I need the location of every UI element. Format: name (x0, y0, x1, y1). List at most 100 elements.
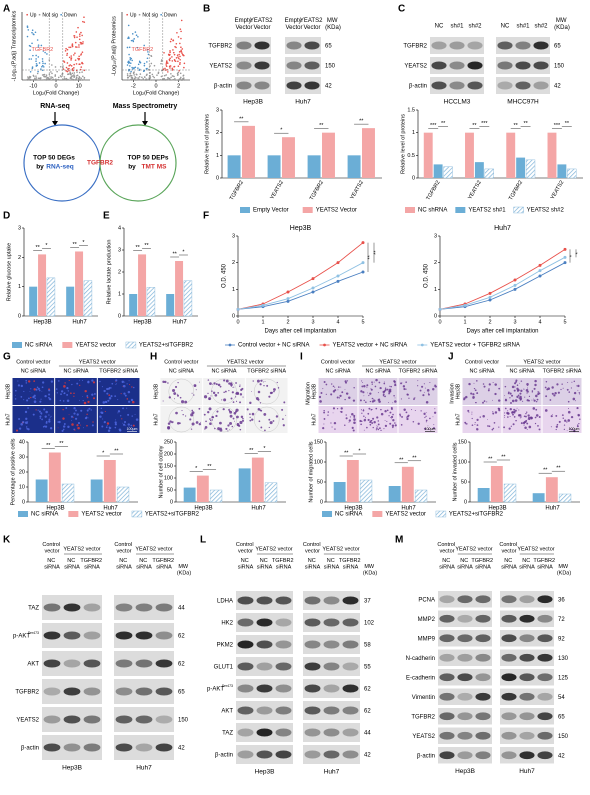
cell (50, 415, 52, 417)
volcano-point (42, 62, 44, 65)
cell (332, 385, 335, 387)
cell (377, 426, 379, 428)
cell (101, 425, 104, 428)
bar (251, 457, 264, 502)
cell (132, 386, 135, 389)
cell (198, 407, 201, 410)
blot-band (501, 692, 517, 701)
legend-label: NC siRNA (335, 512, 362, 518)
cell (535, 400, 538, 403)
y-tick-label: 1 (216, 153, 219, 159)
point (513, 287, 517, 291)
x-tick-label: 10 (76, 83, 82, 89)
cell (238, 424, 241, 427)
cell (181, 410, 183, 412)
cell (407, 414, 410, 417)
cell (207, 379, 210, 381)
blot-band (254, 41, 270, 50)
cell (91, 379, 94, 382)
cell (40, 398, 42, 400)
label: TGFBR2 (403, 44, 427, 50)
cell (33, 380, 36, 382)
y-tick-label: 2 (232, 260, 235, 266)
blot-band (43, 715, 61, 724)
cell (473, 382, 475, 384)
cell (471, 411, 473, 413)
cell (131, 415, 133, 417)
label: 65 (178, 690, 185, 696)
cell (235, 396, 237, 398)
volcano-point (75, 75, 78, 77)
volcano-point (130, 39, 133, 42)
y-tick-label: 10 (19, 484, 25, 490)
blot-band (323, 706, 340, 715)
legend-label: YEATS2 vector (81, 512, 122, 518)
blot-band (431, 41, 447, 50)
volcano-point (129, 65, 131, 67)
cell (465, 423, 466, 425)
label: YEATS2 vector (322, 546, 359, 552)
label: NC siRNA (238, 558, 254, 571)
cell (534, 422, 537, 425)
cell (434, 408, 436, 410)
cell (429, 381, 431, 384)
y-axis-label: Percentage of positive cells (10, 438, 16, 505)
cell (135, 418, 139, 421)
cell (71, 423, 74, 426)
blot-band (497, 41, 513, 50)
blot-band (155, 659, 173, 668)
cell (377, 423, 380, 426)
cell (486, 419, 488, 421)
cell (520, 389, 523, 392)
cell (227, 430, 229, 432)
blot-band (275, 618, 292, 627)
cell (474, 422, 476, 424)
cell (412, 421, 415, 423)
volcano-point (40, 77, 42, 79)
cell (371, 381, 373, 384)
volcano-point (33, 77, 36, 80)
cell (549, 399, 552, 401)
cell (361, 385, 364, 388)
x-tick-label: Huh7 (251, 506, 266, 512)
cell (512, 423, 515, 426)
cell (363, 408, 365, 410)
cell (228, 390, 230, 392)
cell (414, 409, 416, 411)
cell (424, 416, 426, 419)
label: β-actin (215, 753, 233, 759)
volcano-point (70, 75, 73, 78)
cell (115, 379, 118, 382)
blot-strip (438, 688, 492, 705)
label: 72 (558, 617, 565, 623)
significance-label: ** (501, 454, 506, 460)
volcano-point (149, 77, 151, 80)
volcano-point (31, 66, 34, 68)
blot-band (43, 687, 61, 696)
cell (570, 415, 574, 419)
cell (70, 415, 74, 418)
venn-circle (99, 124, 177, 202)
blot-band (467, 41, 483, 50)
cell (211, 390, 213, 392)
cell (366, 426, 368, 429)
bar (433, 164, 443, 178)
cell (131, 400, 135, 404)
volcano-point (55, 78, 57, 81)
x-tick-label: Huh7 (545, 506, 560, 512)
significance-label: ** (565, 121, 570, 127)
cell (225, 427, 228, 431)
y-axis-label: Relative level of proteins (400, 114, 406, 174)
volcano-point (75, 69, 78, 72)
volcano-point (51, 76, 54, 79)
cell (390, 416, 392, 418)
cell (488, 383, 491, 386)
cell (510, 425, 512, 427)
cell (63, 392, 66, 395)
blot-strip (303, 679, 360, 698)
blot-band (497, 61, 513, 70)
blot-band (155, 631, 173, 640)
cell (44, 415, 47, 418)
cell (492, 412, 495, 415)
cell (492, 399, 493, 401)
